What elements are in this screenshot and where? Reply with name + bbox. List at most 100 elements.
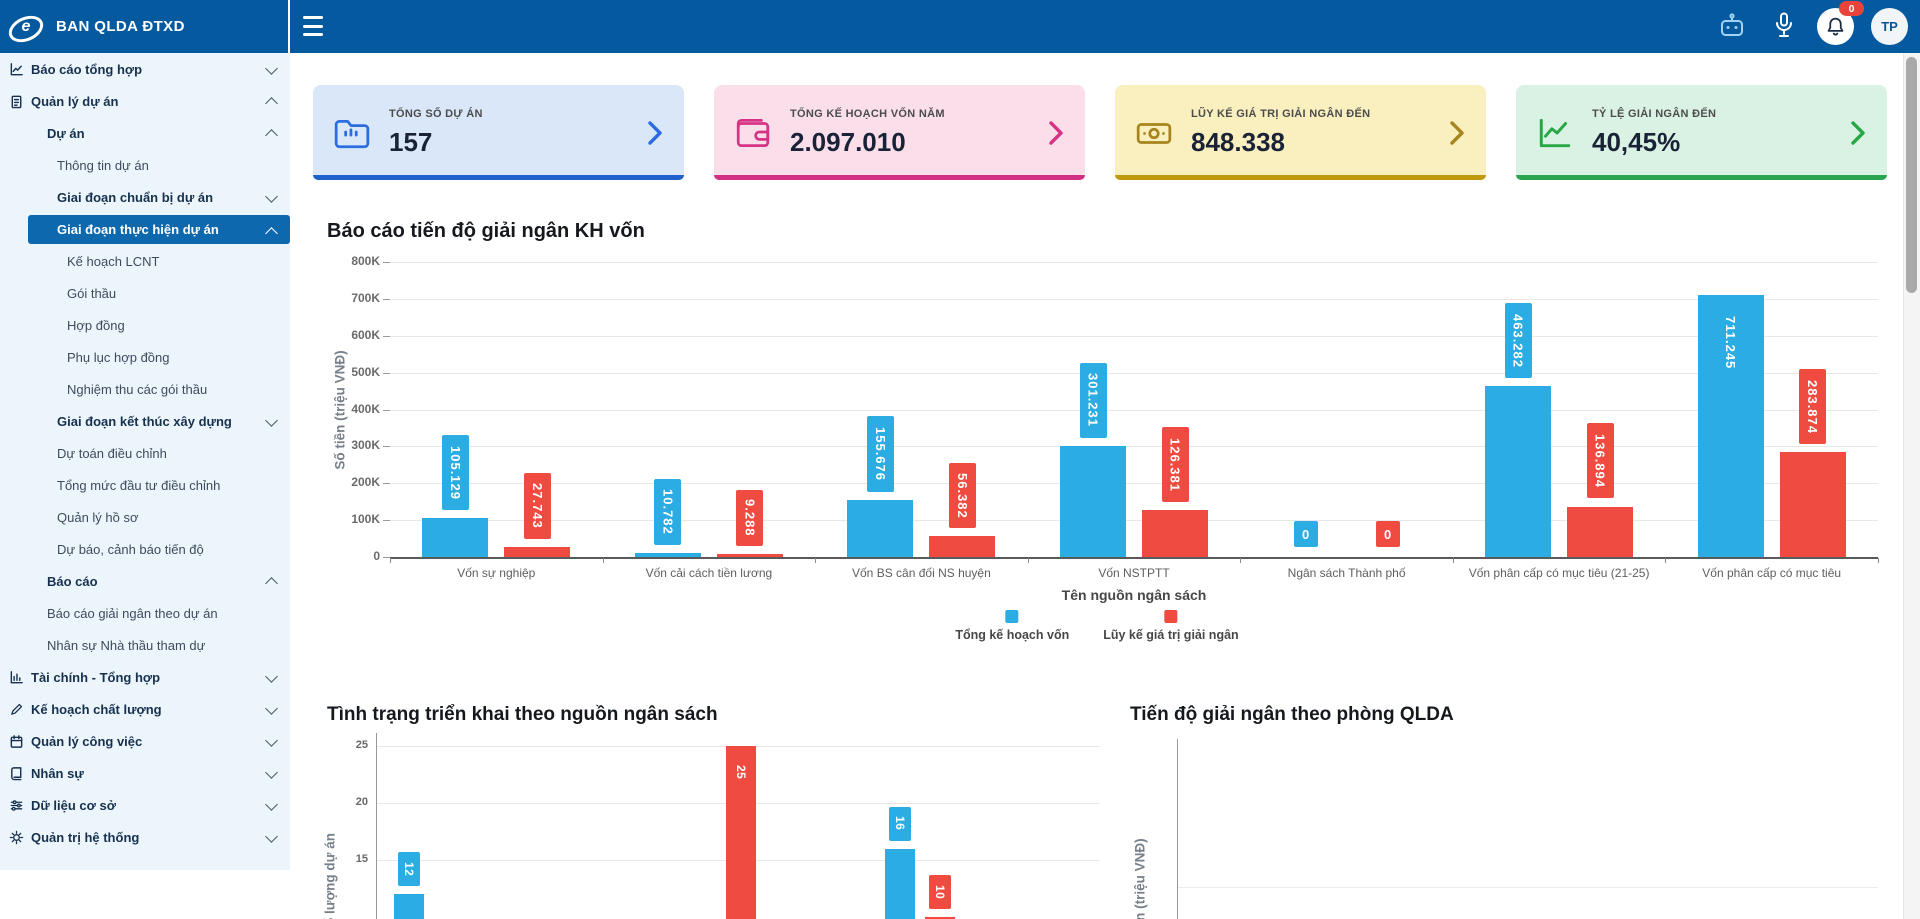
sidebar-item-17[interactable]: Báo cáo giải ngân theo dự án xyxy=(0,597,290,629)
sidebar-item-19[interactable]: Tài chính - Tổng hợp xyxy=(0,661,290,693)
card-text: TỔNG SỐ DỰ ÁN 157 xyxy=(389,108,483,158)
top-bar: e BAN QLDA ĐTXD 0 TP xyxy=(0,0,1920,53)
sidebar-item-label: Tài chính - Tổng hợp xyxy=(31,669,161,685)
sidebar-item-4[interactable]: Giai đoạn chuẩn bị dự án xyxy=(0,181,290,213)
sidebar-item-21[interactable]: Quản lý công việc xyxy=(0,725,290,757)
bar-value-label: 136.894 xyxy=(1586,423,1614,499)
sidebar-item-16[interactable]: Báo cáo xyxy=(0,565,290,597)
summary-card-capital-plan[interactable]: TỔNG KẾ HOẠCH VỐN NĂM 2.097.010 xyxy=(714,85,1085,180)
category-label: Vốn phân cấp có mục tiêu (21-25) xyxy=(1468,566,1650,580)
tasks-icon xyxy=(9,734,24,749)
legend-item-disbursed[interactable]: Lũy kế giá trị giải ngân xyxy=(1103,610,1239,642)
wallet-icon xyxy=(734,114,772,152)
summary-card-total-projects[interactable]: TỔNG SỐ DỰ ÁN 157 xyxy=(313,85,684,180)
category-label: Vốn BS cân đối NS huyện xyxy=(852,566,991,580)
bar-value-label: 105.129 xyxy=(441,435,469,511)
y-tick-label: 600K xyxy=(351,327,380,342)
x-tick-mark xyxy=(1665,558,1667,563)
card-value: 40,45% xyxy=(1592,126,1681,157)
sidebar-item-18[interactable]: Nhân sự Nhà thầu tham dự xyxy=(0,629,290,661)
sidebar-item-20[interactable]: Kế hoạch chất lượng xyxy=(0,693,290,725)
bar xyxy=(847,499,914,557)
sidebar-item-label: Dữ liệu cơ sở xyxy=(31,797,116,813)
microphone-icon[interactable] xyxy=(1774,12,1794,43)
gridline xyxy=(390,262,1878,263)
sidebar-item-15[interactable]: Dự báo, cảnh báo tiến độ xyxy=(0,533,290,565)
y-axis-line xyxy=(376,733,377,919)
sidebar-item-14[interactable]: Quản lý hồ sơ xyxy=(0,501,290,533)
category-label: Vốn NSTPTT xyxy=(1098,566,1170,580)
gridline xyxy=(1178,887,1878,888)
chevron-right-icon xyxy=(648,120,662,145)
bar xyxy=(422,518,489,557)
y-tick-mark xyxy=(383,446,390,448)
avatar[interactable]: TP xyxy=(1871,8,1908,45)
y-tick-label: 200K xyxy=(351,475,380,490)
hr-icon xyxy=(9,766,24,781)
sidebar-item-10[interactable]: Nghiệm thu các gói thầu xyxy=(0,373,290,405)
category-label: Vốn sự nghiệp xyxy=(457,566,536,580)
sidebar-item-12[interactable]: Dự toán điều chỉnh xyxy=(0,437,290,469)
sidebar-item-1[interactable]: Quản lý dự án xyxy=(0,85,290,117)
system-icon xyxy=(9,830,24,845)
legend-item-plan[interactable]: Tổng kế hoạch vốn xyxy=(955,610,1069,642)
data-icon xyxy=(9,798,24,813)
card-text: TỶ LỆ GIẢI NGÂN ĐẾN 40,45% xyxy=(1592,108,1716,158)
card-accent-bar xyxy=(1516,175,1887,180)
bar xyxy=(925,917,955,919)
sidebar-item-label: Dự báo, cảnh báo tiến độ xyxy=(57,541,204,557)
menu-toggle-button[interactable] xyxy=(303,16,325,36)
x-tick-mark xyxy=(1240,558,1242,563)
summary-card-disbursement-rate[interactable]: TỶ LỆ GIẢI NGÂN ĐẾN 40,45% xyxy=(1516,85,1887,180)
chevron-down-icon xyxy=(265,414,278,427)
bar-value-label: 16 xyxy=(889,806,911,841)
sidebar-item-label: Nghiệm thu các gói thầu xyxy=(67,381,208,397)
bar-value-label: 0 xyxy=(1375,521,1400,547)
card-label: LŨY KẾ GIÁ TRỊ GIẢI NGÂN ĐẾN xyxy=(1191,107,1371,120)
y-tick-mark xyxy=(383,557,390,558)
sidebar-item-label: Quản lý dự án xyxy=(31,93,119,109)
bar xyxy=(929,536,996,557)
sidebar-item-0[interactable]: Báo cáo tổng hợp xyxy=(0,53,290,85)
sidebar-item-22[interactable]: Nhân sự xyxy=(0,757,290,789)
scrollbar-thumb[interactable] xyxy=(1906,57,1917,293)
bar xyxy=(634,553,701,557)
category-label: Vốn cải cách tiền lương xyxy=(645,566,773,580)
bell-icon xyxy=(1827,17,1844,36)
sidebar-item-label: Dự toán điều chỉnh xyxy=(57,445,167,461)
sidebar-item-13[interactable]: Tổng mức đầu tư điều chỉnh xyxy=(0,469,290,501)
sidebar-item-24[interactable]: Quản trị hệ thống xyxy=(0,821,290,853)
bar-value-label: 56.382 xyxy=(948,462,976,529)
robot-icon[interactable] xyxy=(1718,13,1746,44)
sidebar-item-6[interactable]: Kế hoạch LCNT xyxy=(0,245,290,277)
y-tick-label: 800K xyxy=(351,254,380,268)
gridline xyxy=(390,335,1878,337)
sidebar-item-2[interactable]: Dự án xyxy=(0,117,290,149)
card-text: LŨY KẾ GIÁ TRỊ GIẢI NGÂN ĐẾN 848.338 xyxy=(1191,108,1370,158)
sidebar-item-11[interactable]: Giai đoạn kết thúc xây dựng xyxy=(0,405,290,437)
sidebar-item-7[interactable]: Gói thầu xyxy=(0,277,290,309)
sidebar-item-label: Tổng mức đầu tư điều chỉnh xyxy=(57,477,221,493)
legend-label: Tổng kế hoạch vốn xyxy=(955,628,1070,642)
sidebar-item-8[interactable]: Hợp đồng xyxy=(0,309,290,341)
y-tick-label: 100K xyxy=(351,512,380,527)
sidebar-item-9[interactable]: Phụ lục hợp đồng xyxy=(0,341,290,373)
sidebar-item-3[interactable]: Thông tin dự án xyxy=(0,149,290,181)
y-tick-label: 400K xyxy=(351,401,380,416)
bar-value-label: 27.743 xyxy=(523,473,551,539)
y-tick-label: 300K xyxy=(351,438,380,453)
chevron-down-icon xyxy=(265,190,278,203)
app-logo[interactable]: e BAN QLDA ĐTXD xyxy=(0,0,290,53)
sidebar-item-23[interactable]: Dữ liệu cơ sở xyxy=(0,789,290,821)
sidebar-item-5[interactable]: Giai đoạn thực hiện dự án xyxy=(28,215,290,244)
bar-value-label: 25 xyxy=(730,755,752,790)
bar-value-label: 9.288 xyxy=(736,489,764,546)
chart-legend: Tổng kế hoạch vốn Lũy kế giá trị giải ng… xyxy=(955,610,1239,642)
bar-value-label: 301.231 xyxy=(1079,362,1107,438)
y-tick-label: 25 xyxy=(355,738,368,751)
chevron-down-icon xyxy=(265,830,278,843)
card-value: 2.097.010 xyxy=(790,126,906,157)
summary-card-accumulated-disbursement[interactable]: LŨY KẾ GIÁ TRỊ GIẢI NGÂN ĐẾN 848.338 xyxy=(1115,85,1486,180)
sidebar-item-label: Báo cáo xyxy=(47,573,98,589)
bar-value-label: 283.874 xyxy=(1799,369,1827,445)
